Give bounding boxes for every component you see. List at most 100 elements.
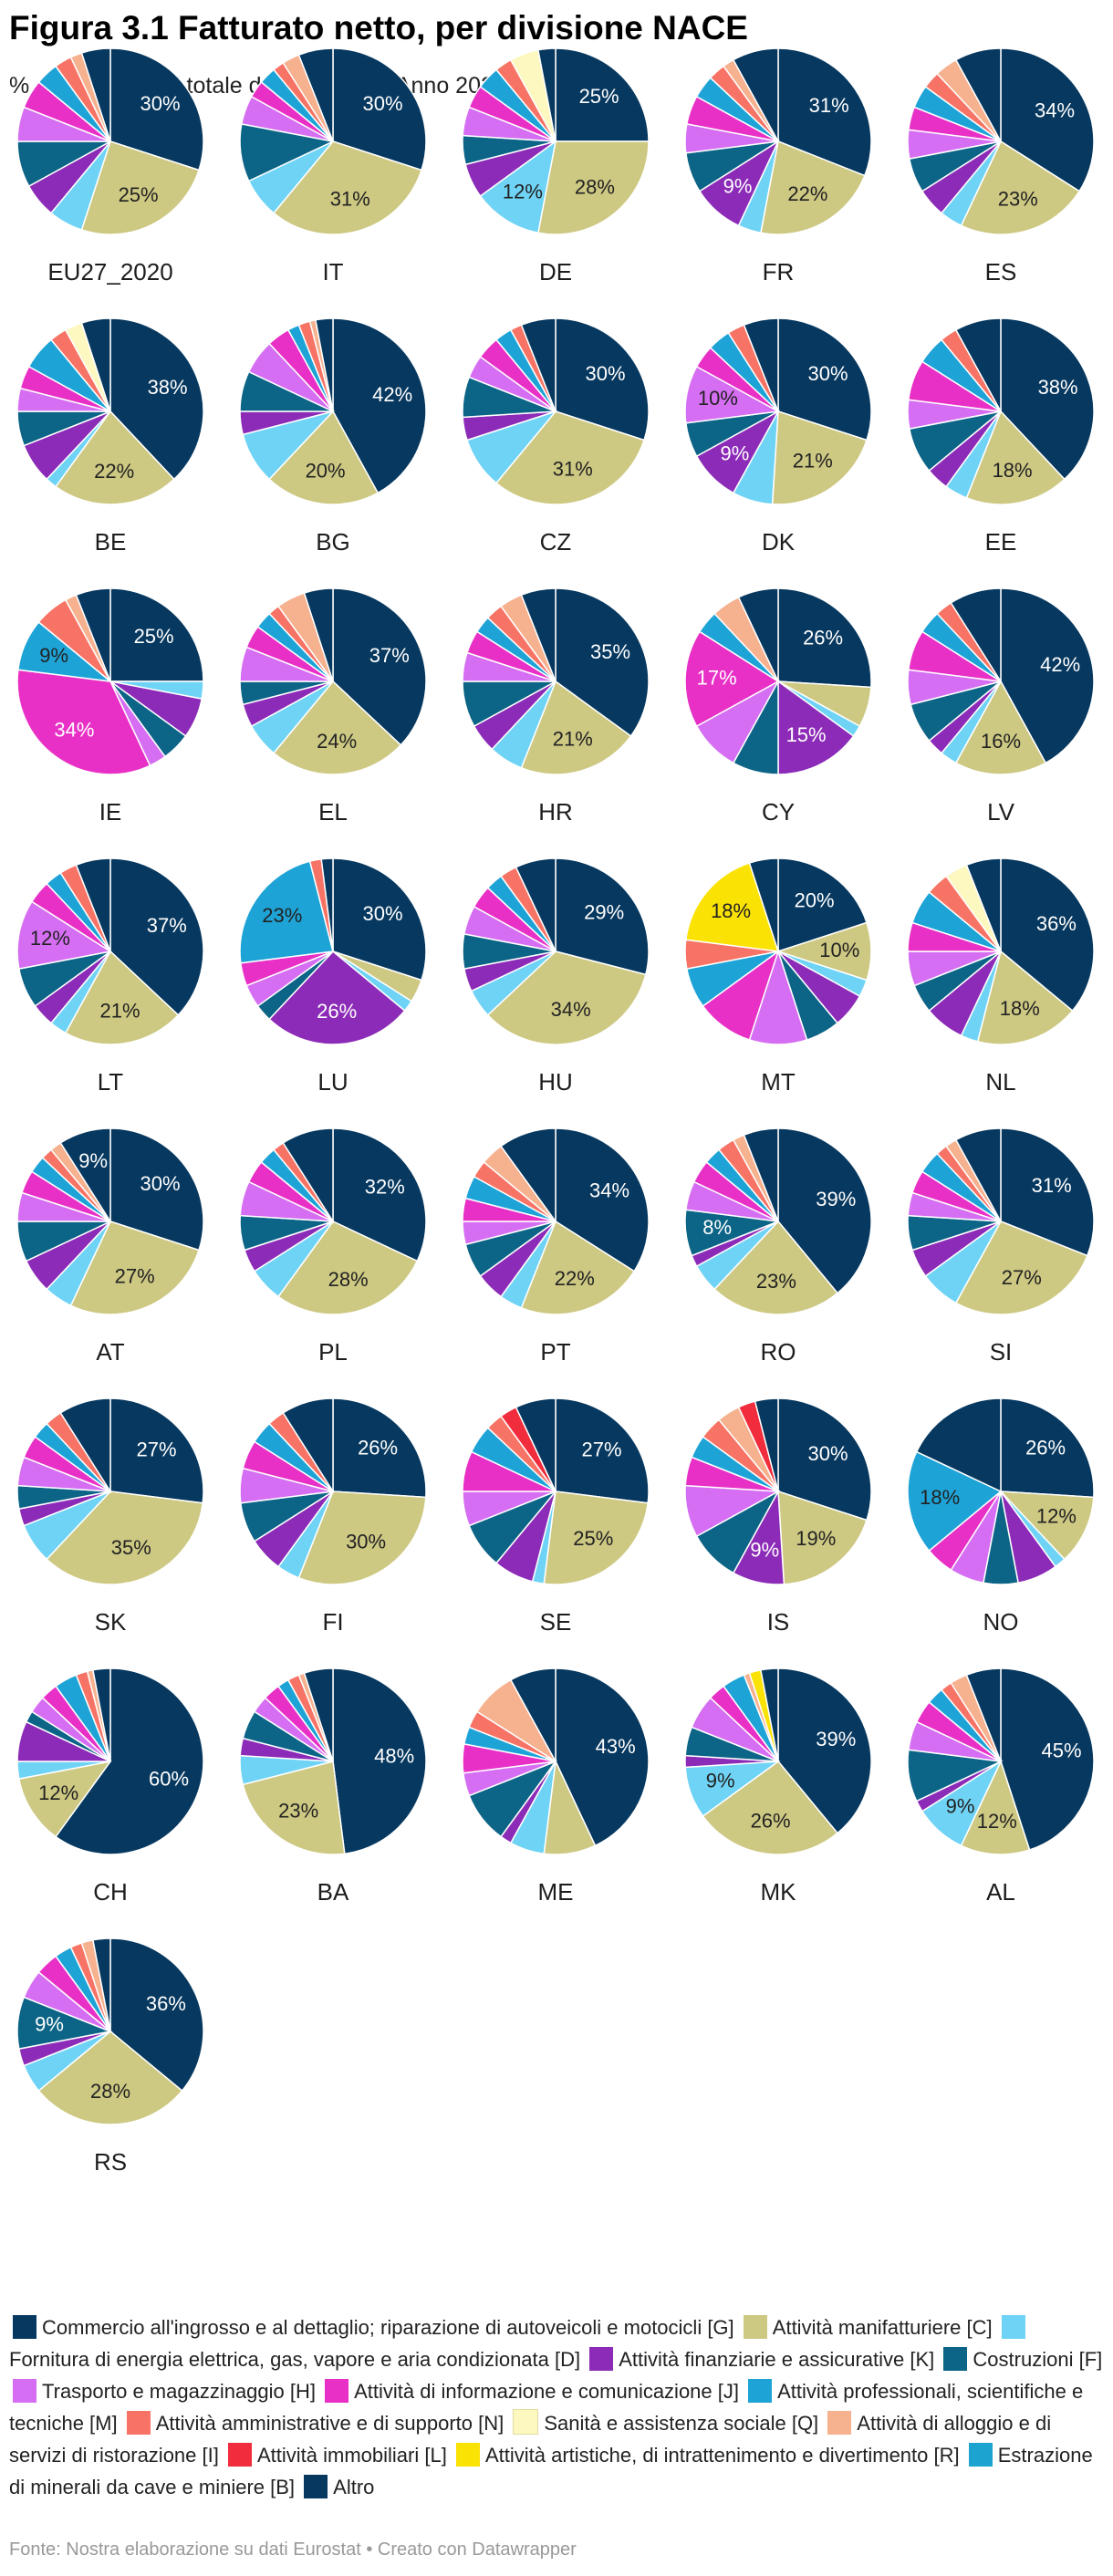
pie-no: 26% 12% 18% NO xyxy=(907,1397,1095,1636)
pie-fi: 26% 30% FI xyxy=(239,1397,427,1636)
pie-slice-altro xyxy=(500,1127,556,1224)
country-label: EE xyxy=(985,528,1017,556)
pie-slice-c xyxy=(760,140,866,235)
country-label: ME xyxy=(538,1878,574,1906)
slice-value-label: 31% xyxy=(330,187,370,210)
country-label: LV xyxy=(987,798,1015,826)
slice-value-label: 20% xyxy=(795,888,835,911)
legend-label: Sanità e assistenza sociale [Q] xyxy=(544,2412,819,2435)
slice-value-label: 30% xyxy=(807,362,848,385)
slice-value-label: 18% xyxy=(711,899,751,922)
slice-value-label: 9% xyxy=(39,644,68,667)
country-label: DE xyxy=(539,258,572,286)
legend-swatch xyxy=(513,2409,539,2435)
slice-value-label: 12% xyxy=(977,1810,1017,1833)
pie-slice-altro xyxy=(954,1127,1002,1222)
pie-chart-grid: 30% 25% EU27_2020 30% 31% IT 25% 28% 12% DE 31% 22%… xyxy=(16,47,1095,2176)
legend-label: Attività di alloggio e di servizi di ris… xyxy=(9,2412,1052,2467)
slice-value-label: 30% xyxy=(140,1172,180,1195)
slice-value-label: 25% xyxy=(573,1527,613,1550)
country-label: CH xyxy=(93,1878,128,1906)
legend-item: Altro xyxy=(300,2475,374,2498)
country-label: NL xyxy=(985,1068,1015,1096)
pie-hr: 35% 21% HR xyxy=(462,587,650,826)
pie-se: 27% 25% SE xyxy=(462,1397,650,1636)
pie-slice-g xyxy=(555,317,650,441)
slice-value-label: 9% xyxy=(721,441,750,464)
legend-swatch xyxy=(589,2347,614,2371)
pie-slice-c xyxy=(494,410,645,505)
slice-value-label: 34% xyxy=(1035,99,1075,121)
pie-slice-c xyxy=(17,1760,112,1838)
pie-slice-altro xyxy=(80,317,111,412)
pie-ee: 38% 18% EE xyxy=(907,317,1095,556)
country-label: EU27_2020 xyxy=(47,258,172,286)
country-label: SK xyxy=(95,1608,127,1636)
slice-value-label: 37% xyxy=(147,914,187,937)
pie-slice-g xyxy=(109,1127,204,1252)
slice-value-label: 25% xyxy=(134,625,174,648)
pie-slice-c xyxy=(771,410,868,505)
pie-slice-g xyxy=(332,1397,427,1499)
slice-value-label: 9% xyxy=(723,174,753,197)
country-label: EL xyxy=(318,798,348,826)
pie-slice-g xyxy=(777,1397,872,1522)
legend-item: Attività amministrative e di supporto [N… xyxy=(123,2411,504,2435)
pie-slice-altro xyxy=(80,47,111,142)
slice-value-label: 27% xyxy=(1002,1266,1042,1289)
slice-value-label: 15% xyxy=(786,723,827,746)
slice-value-label: 21% xyxy=(793,450,833,473)
pie-slice-c xyxy=(297,1491,427,1585)
slice-value-label: 27% xyxy=(581,1438,621,1460)
legend-item: Attività di alloggio e di servizi di ris… xyxy=(9,2411,1052,2467)
pie-slice-c xyxy=(272,680,402,775)
pie-slice-c xyxy=(960,140,1081,235)
legend-swatch xyxy=(748,2379,773,2403)
pie-slice-c xyxy=(37,2031,183,2125)
slice-value-label: 21% xyxy=(553,727,593,750)
slice-value-label: 22% xyxy=(555,1267,595,1290)
pie-slice-g xyxy=(777,47,872,177)
pie-slice-c xyxy=(537,140,650,235)
source-footer: Fonte: Nostra elaborazione su dati Euros… xyxy=(9,2540,577,2560)
slice-value-label: 25% xyxy=(579,85,619,108)
slice-value-label: 16% xyxy=(981,730,1021,753)
slice-value-label: 37% xyxy=(369,644,410,667)
slice-value-label: 45% xyxy=(1041,1739,1081,1761)
pie-me: 43% ME xyxy=(462,1667,650,1906)
legend-label: Attività di informazione e comunicazione… xyxy=(354,2380,739,2403)
pie-de: 25% 28% 12% DE xyxy=(462,47,650,286)
pie-slice-altro xyxy=(92,1937,111,2032)
legend-swatch xyxy=(126,2411,151,2435)
pie-slice-altro xyxy=(59,1127,111,1224)
pie-slice-c xyxy=(520,680,632,775)
pie-rs: 36% 28% 9% RS xyxy=(16,1937,204,2176)
legend-swatch xyxy=(455,2443,480,2467)
legend-label: Fornitura di energia elettrica, gas, vap… xyxy=(9,2348,581,2371)
slice-value-label: 29% xyxy=(584,901,624,924)
pie-eu27_2020: 30% 25% EU27_2020 xyxy=(16,47,204,286)
legend-item: Trasporto e magazzinaggio [H] xyxy=(9,2379,316,2403)
country-label: LT xyxy=(98,1068,124,1096)
slice-value-label: 12% xyxy=(30,927,70,950)
legend-item: Attività manifatturiere [C] xyxy=(740,2315,993,2339)
country-label: PT xyxy=(540,1338,570,1366)
pie-el: 37% 24% EL xyxy=(239,587,427,826)
slice-value-label: 10% xyxy=(819,939,859,961)
pie-slice-g xyxy=(109,47,204,171)
slice-value-label: 30% xyxy=(346,1531,386,1553)
legend-swatch xyxy=(304,2475,328,2498)
slice-value-label: 34% xyxy=(54,718,94,741)
slice-value-label: 26% xyxy=(358,1437,398,1459)
pie-slice-altro xyxy=(75,587,111,682)
slice-value-label: 31% xyxy=(809,94,849,117)
pie-slice-g xyxy=(332,1127,427,1262)
pie-slice-altro xyxy=(743,317,779,412)
slice-value-label: 39% xyxy=(816,1728,856,1750)
country-label: NO xyxy=(983,1608,1019,1636)
slice-value-label: 43% xyxy=(596,1735,636,1758)
country-label: FR xyxy=(763,258,795,286)
pie-slice-g xyxy=(777,587,872,689)
slice-value-label: 42% xyxy=(1040,653,1080,676)
legend-item: Attività di informazione e comunicazione… xyxy=(321,2379,739,2403)
